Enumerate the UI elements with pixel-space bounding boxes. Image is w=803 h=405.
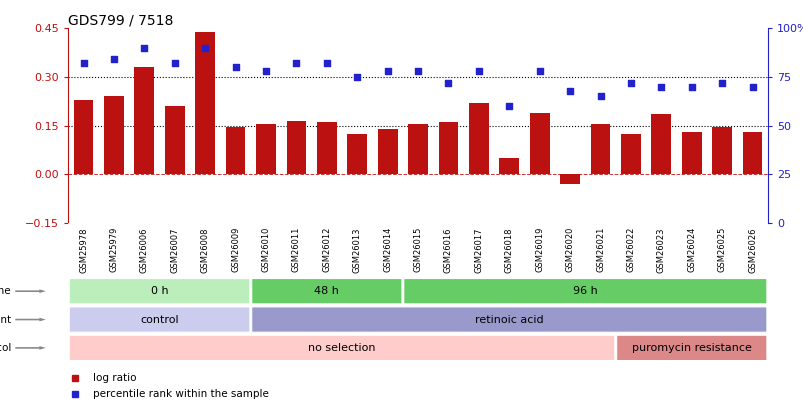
FancyBboxPatch shape (616, 335, 766, 360)
Bar (377, 129, 397, 174)
FancyBboxPatch shape (69, 307, 250, 332)
Text: GSM26006: GSM26006 (140, 227, 149, 273)
Point (411, 68, 424, 75)
Point (684, 83, 697, 90)
FancyBboxPatch shape (69, 335, 614, 360)
Text: GSM26008: GSM26008 (201, 227, 210, 273)
Text: growth protocol: growth protocol (0, 343, 11, 353)
Text: log ratio: log ratio (92, 373, 137, 383)
Point (168, 60, 181, 66)
Bar (499, 158, 519, 174)
Text: GSM26026: GSM26026 (747, 227, 756, 273)
Bar (74, 100, 93, 174)
Text: GSM25979: GSM25979 (109, 227, 118, 273)
Text: 96 h: 96 h (573, 286, 597, 296)
Text: agent: agent (0, 315, 11, 324)
Text: GSM26014: GSM26014 (383, 227, 392, 273)
Text: GSM26019: GSM26019 (535, 227, 544, 273)
Text: GSM25978: GSM25978 (79, 227, 88, 273)
Text: GSM26015: GSM26015 (413, 227, 422, 273)
Point (108, 56, 120, 63)
Bar (742, 132, 761, 174)
Text: GSM26021: GSM26021 (595, 227, 605, 273)
Point (350, 74, 363, 80)
Bar (195, 32, 215, 174)
Bar (286, 121, 306, 174)
Point (472, 68, 485, 75)
Point (442, 79, 454, 86)
Text: GDS799 / 7518: GDS799 / 7518 (68, 13, 173, 27)
Text: GSM26022: GSM26022 (626, 227, 634, 273)
Text: GSM26020: GSM26020 (565, 227, 574, 273)
Bar (438, 122, 458, 174)
Point (381, 68, 393, 75)
Point (198, 45, 211, 51)
Text: GSM26024: GSM26024 (687, 227, 695, 273)
Bar (590, 124, 609, 174)
Text: GSM26023: GSM26023 (656, 227, 665, 273)
Point (532, 68, 545, 75)
Bar (560, 174, 579, 184)
Text: retinoic acid: retinoic acid (475, 315, 543, 324)
Text: GSM26011: GSM26011 (291, 227, 300, 273)
Point (745, 83, 758, 90)
Text: GSM26025: GSM26025 (717, 227, 726, 273)
Text: 0 h: 0 h (151, 286, 168, 296)
Bar (468, 103, 488, 174)
Point (138, 45, 151, 51)
Text: GSM26016: GSM26016 (443, 227, 452, 273)
FancyBboxPatch shape (251, 279, 402, 304)
Point (624, 79, 637, 86)
Point (320, 60, 333, 66)
Bar (620, 134, 640, 174)
Bar (408, 124, 427, 174)
Text: GSM26010: GSM26010 (261, 227, 270, 273)
Bar (104, 96, 124, 174)
Text: no selection: no selection (308, 343, 375, 353)
Point (77, 60, 90, 66)
Text: GSM26012: GSM26012 (322, 227, 331, 273)
Bar (256, 124, 275, 174)
FancyBboxPatch shape (69, 279, 250, 304)
Bar (316, 122, 336, 174)
Text: GSM26009: GSM26009 (230, 227, 240, 273)
Bar (529, 113, 549, 174)
Point (715, 79, 728, 86)
Bar (711, 127, 732, 174)
Bar (165, 106, 185, 174)
Point (259, 68, 272, 75)
Text: GSM26017: GSM26017 (474, 227, 483, 273)
Text: GSM26007: GSM26007 (170, 227, 179, 273)
Point (229, 64, 242, 70)
FancyBboxPatch shape (251, 307, 766, 332)
Point (563, 87, 576, 94)
Point (502, 103, 515, 109)
Bar (650, 114, 671, 174)
Text: puromycin resistance: puromycin resistance (631, 343, 751, 353)
Point (593, 93, 606, 100)
Text: time: time (0, 286, 11, 296)
Text: 48 h: 48 h (314, 286, 339, 296)
Text: GSM26018: GSM26018 (504, 227, 513, 273)
Text: GSM26013: GSM26013 (353, 227, 361, 273)
Bar (347, 134, 367, 174)
Point (654, 83, 667, 90)
Point (290, 60, 303, 66)
FancyBboxPatch shape (403, 279, 766, 304)
Bar (226, 127, 245, 174)
Bar (134, 67, 154, 174)
Text: control: control (140, 315, 178, 324)
Text: percentile rank within the sample: percentile rank within the sample (92, 389, 268, 399)
Bar (681, 132, 701, 174)
